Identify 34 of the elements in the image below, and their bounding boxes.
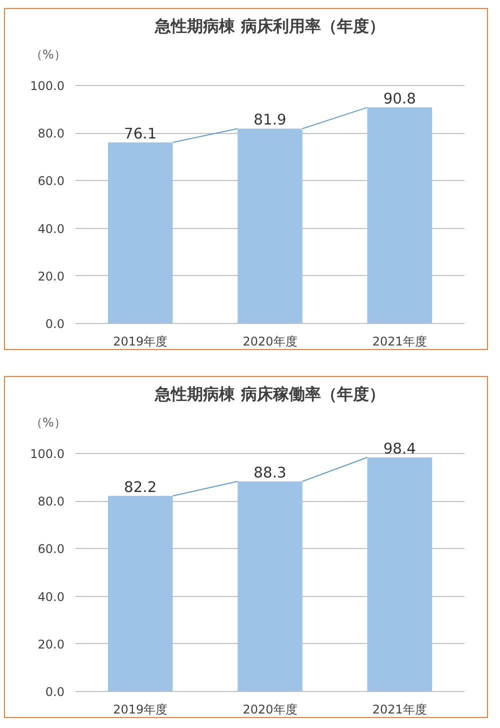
- x-tick-label: 2020年度: [242, 334, 298, 348]
- x-tick-label: 2021年度: [372, 334, 427, 348]
- y-tick-label: 60.0: [38, 542, 64, 556]
- y-tick-label: 0.0: [45, 317, 65, 331]
- bar: [238, 128, 302, 324]
- y-tick-label: 40.0: [38, 590, 64, 604]
- x-tick-label: 2019年度: [113, 334, 168, 348]
- data-label: 81.9: [254, 112, 286, 129]
- bar: [108, 142, 173, 324]
- x-tick-label: 2021年度: [372, 702, 427, 716]
- y-tick-label: 100.0: [30, 447, 65, 462]
- y-tick-label: 20.0: [38, 637, 64, 652]
- y-tick-label: 80.0: [38, 126, 64, 141]
- bar: [367, 107, 432, 324]
- y-tick-label: 40.0: [38, 222, 64, 236]
- y-axis-title: （%）: [30, 416, 66, 430]
- data-label: 90.8: [383, 90, 416, 108]
- y-tick-label: 0.0: [45, 685, 65, 699]
- data-label: 98.4: [383, 440, 416, 458]
- y-axis-title: （%）: [30, 48, 66, 62]
- bar: [108, 496, 173, 692]
- data-label: 76.1: [124, 125, 157, 142]
- chart-title: 急性期病棟 病床稼働率（年度）: [154, 384, 385, 404]
- y-tick-label: 100.0: [30, 79, 65, 94]
- data-label: 82.2: [124, 478, 157, 496]
- chart-title: 急性期病棟 病床利用率（年度）: [154, 16, 385, 36]
- y-tick-label: 20.0: [38, 269, 64, 284]
- y-tick-label: 60.0: [38, 174, 64, 188]
- y-tick-label: 80.0: [38, 494, 64, 509]
- bar: [367, 457, 432, 692]
- data-label: 88.3: [254, 464, 286, 482]
- x-tick-label: 2020年度: [242, 702, 298, 716]
- bar: [238, 481, 302, 692]
- x-tick-label: 2019年度: [113, 702, 168, 716]
